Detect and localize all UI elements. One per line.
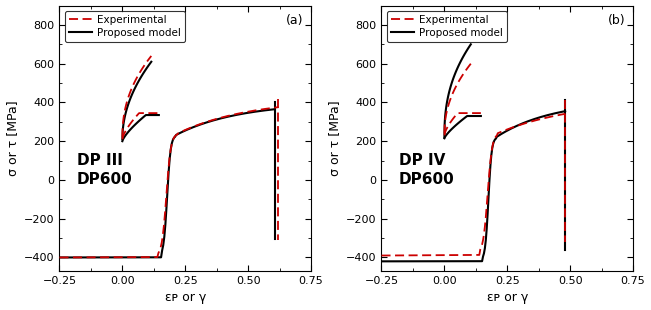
Experimental [145, 57, 153, 61]
Proposed model [135, 78, 143, 81]
X-axis label: εᴘ or γ: εᴘ or γ [165, 291, 206, 304]
Proposed model [447, 85, 454, 89]
Proposed model [124, 104, 132, 107]
Experimental [124, 97, 132, 100]
Text: (a): (a) [286, 14, 303, 27]
Proposed model [147, 60, 155, 64]
Proposed model [118, 137, 126, 141]
Y-axis label: σ or τ [MPa]: σ or τ [MPa] [6, 100, 19, 176]
Proposed model [465, 44, 473, 48]
Proposed model [456, 61, 464, 64]
Line: Experimental: Experimental [445, 64, 471, 133]
Experimental [118, 135, 126, 139]
Proposed model [445, 89, 453, 93]
Text: DP III
DP600: DP III DP600 [77, 153, 133, 187]
Line: Proposed model: Proposed model [122, 62, 151, 139]
Experimental [447, 97, 454, 101]
Experimental [441, 131, 449, 135]
Experimental [125, 93, 133, 97]
Proposed model [146, 62, 154, 66]
Experimental [467, 62, 475, 65]
X-axis label: εᴘ or γ: εᴘ or γ [486, 291, 528, 304]
Experimental [133, 75, 141, 79]
Legend: Experimental, Proposed model: Experimental, Proposed model [387, 11, 507, 42]
Experimental [146, 56, 154, 60]
Proposed model [125, 100, 133, 104]
Legend: Experimental, Proposed model: Experimental, Proposed model [64, 11, 185, 42]
Proposed model [467, 42, 475, 46]
Proposed model [441, 135, 449, 139]
Experimental [456, 77, 464, 81]
Y-axis label: σ or τ [MPa]: σ or τ [MPa] [327, 100, 340, 176]
Proposed model [465, 46, 473, 49]
Text: (b): (b) [608, 14, 626, 27]
Experimental [135, 71, 143, 75]
Proposed model [454, 65, 462, 69]
Line: Proposed model: Proposed model [445, 44, 471, 137]
Proposed model [145, 63, 153, 67]
Experimental [465, 64, 473, 68]
Line: Experimental: Experimental [122, 56, 151, 137]
Experimental [445, 100, 453, 104]
Text: DP IV
DP600: DP IV DP600 [399, 153, 455, 187]
Proposed model [133, 82, 141, 86]
Experimental [465, 64, 473, 67]
Experimental [147, 54, 155, 58]
Experimental [454, 81, 462, 85]
